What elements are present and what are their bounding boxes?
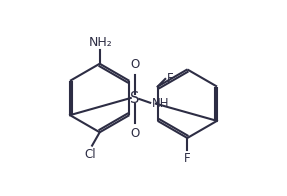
Text: Cl: Cl <box>84 148 96 162</box>
Text: O: O <box>130 127 139 140</box>
Text: S: S <box>130 92 139 106</box>
Text: F: F <box>167 72 174 84</box>
Text: F: F <box>184 152 191 165</box>
Text: NH: NH <box>152 97 170 110</box>
Text: NH₂: NH₂ <box>89 36 113 49</box>
Text: O: O <box>130 58 139 71</box>
